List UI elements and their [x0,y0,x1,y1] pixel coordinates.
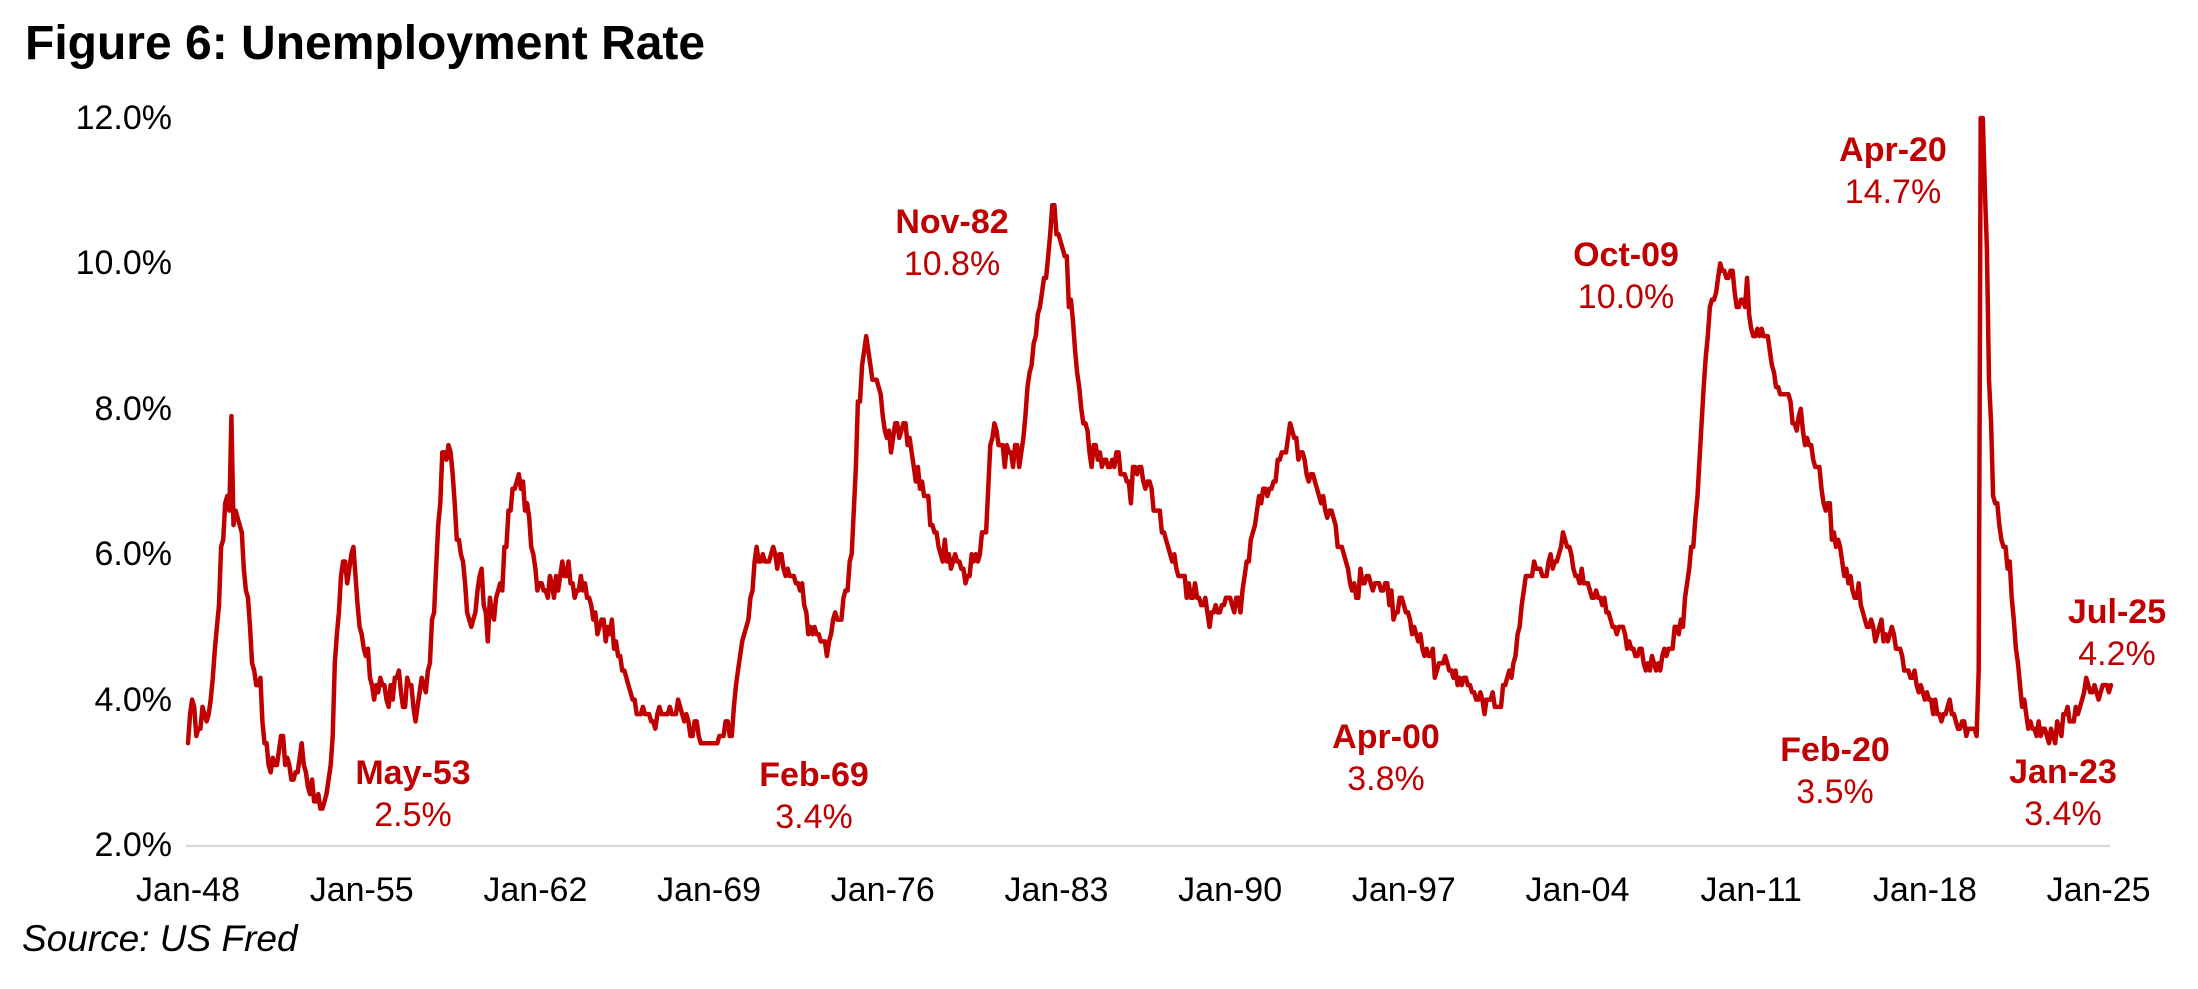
y-axis-tick-label: 10.0% [75,244,172,283]
annotation-date: Oct-09 [1573,236,1679,274]
x-axis-tick-label: Jan-97 [1351,871,1456,909]
annotation-jan-23: Jan-23 3.4% [2009,751,2117,835]
x-axis-tick-label: Jan-83 [1004,871,1109,909]
annotation-value: 3.4% [2024,795,2102,833]
x-axis-tick-label: Jan-76 [830,871,935,909]
annotation-date: May-53 [355,754,471,792]
annotation-apr-00: Apr-00 3.8% [1332,716,1440,800]
source-note: Source: US Fred [22,918,298,959]
x-axis-tick-label: Jan-48 [136,871,240,909]
y-axis-tick-label: 8.0% [94,389,173,428]
figure-title: Figure 6: Unemployment Rate [25,17,706,70]
x-axis-tick-label: Jan-04 [1525,871,1630,909]
x-axis-tick-label: Jan-62 [483,871,588,909]
x-axis-tick-label: Jan-11 [1700,871,1802,909]
annotation-value: 10.8% [903,245,1001,283]
annotation-feb-20: Feb-20 3.5% [1780,729,1890,813]
y-axis-tick-label: 2.0% [94,826,173,864]
annotation-value: 10.0% [1577,278,1675,316]
y-axis-tick-label: 4.0% [94,680,173,719]
unemployment-line-series [185,115,2114,811]
annotation-feb-69: Feb-69 3.4% [759,754,869,838]
annotation-value: 4.2% [2078,635,2156,673]
x-axis-tick-label: Jan-55 [309,871,414,909]
annotation-date: Jul-25 [2067,593,2167,631]
x-axis-tick-label: Jan-69 [657,871,762,909]
annotation-date: Nov-82 [895,203,1009,241]
annotation-value: 3.4% [775,798,853,836]
y-axis-tick-label: 12.0% [75,99,172,137]
annotation-date: Apr-00 [1332,718,1440,756]
annotation-may-53: May-53 2.5% [355,752,470,836]
annotation-apr-20: Apr-20 14.7% [1839,129,1947,213]
annotation-date: Feb-69 [759,756,869,794]
x-axis-tick-label: Jan-90 [1178,871,1283,909]
annotation-oct-09: Oct-09 10.0% [1573,234,1679,318]
annotation-date: Feb-20 [1780,731,1890,769]
annotation-value: 3.8% [1347,760,1425,798]
annotation-value: 14.7% [1844,173,1942,211]
x-axis-tick-label: Jan-18 [1872,871,1977,909]
annotation-value: 3.5% [1796,773,1874,811]
annotation-date: Apr-20 [1839,131,1947,169]
y-axis-tick-label: 6.0% [94,535,173,574]
annotation-nov-82: Nov-82 10.8% [895,201,1008,285]
annotation-value: 2.5% [374,796,452,834]
annotation-date: Jan-23 [2009,753,2117,791]
annotation-jul-25: Jul-25 4.2% [2068,591,2166,675]
x-axis-tick-label: Jan-25 [2046,871,2151,909]
